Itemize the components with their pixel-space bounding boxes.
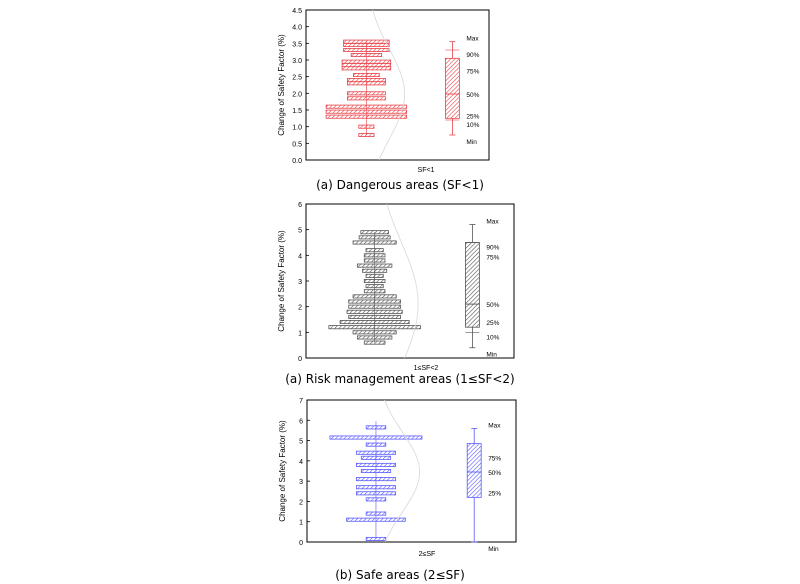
y-tick-label: 6: [299, 418, 303, 425]
y-tick-label: 3.5: [292, 41, 302, 48]
x-axis-label: 2≤SF: [419, 551, 436, 558]
box-label-p10: 10%: [466, 122, 479, 129]
y-tick-label: 3: [298, 279, 302, 286]
y-tick-label: 1: [299, 520, 303, 527]
plot-frame: [305, 9, 490, 161]
y-tick-label: 0: [298, 356, 302, 363]
box-label-min: Min: [466, 139, 477, 146]
box-label-median: 50%: [466, 92, 479, 99]
y-tick-label: 2.5: [292, 75, 302, 82]
y-tick-label: 6: [298, 202, 302, 209]
y-tick-label: 3: [299, 479, 303, 486]
chart-panel-dangerous: 0.0 0.5 1.0 1.5 2.0 2.5 3.0 3.5 4.0 4.5 Change of …: [0, 0, 800, 200]
y-tick-label: 4.5: [292, 8, 302, 15]
y-tick-label: 5: [298, 228, 302, 235]
y-tick-label: 0: [299, 540, 303, 547]
x-axis-label: 1≤SF<2: [414, 365, 439, 372]
x-axis-label: SF<1: [418, 167, 435, 174]
normal-curve: [372, 9, 405, 161]
y-tick-label: 7: [299, 398, 303, 405]
y-tick-label: 2: [298, 305, 302, 312]
chart-panel-safe: 0 1 2 3 4 5 6 7 Change of Safety Factor (%) 2≤SF M…: [0, 392, 800, 584]
caption-dangerous: (a) Dangerous areas (SF<1): [316, 178, 484, 192]
box-label-max: Max: [488, 422, 501, 429]
y-tick-label: 4: [299, 459, 303, 466]
caption-safe: (b) Safe areas (2≤SF): [335, 568, 465, 582]
box-label-max: Max: [466, 36, 479, 43]
y-tick-label: 3.0: [292, 58, 302, 65]
box-label-p25: 25%: [488, 490, 501, 497]
y-axis-label: Change of Safety Factor (%): [277, 230, 286, 332]
y-tick-label: 1.0: [292, 125, 302, 132]
box-iqr: [466, 443, 482, 498]
box-label-p25: 25%: [486, 320, 499, 327]
box-label-p75: 75%: [488, 456, 501, 463]
y-tick-label: 2: [299, 499, 303, 506]
box-label-p75: 75%: [486, 255, 499, 262]
y-axis-label: Change of Safety Factor (%): [277, 34, 286, 136]
y-axis-label: Change of Safety Factor (%): [278, 420, 287, 522]
y-tick-label: 2.0: [292, 91, 302, 98]
y-tick-label: 1: [298, 330, 302, 337]
y-tick-label: 0.5: [292, 141, 302, 148]
plot-frame: [305, 203, 515, 359]
box-label-max: Max: [486, 219, 499, 226]
chart-safe: 0 1 2 3 4 5 6 7 Change of Safety Factor (%) 2≤SF M…: [278, 398, 517, 558]
y-tick-label: 5: [299, 439, 303, 446]
caption-risk: (a) Risk management areas (1≤SF<2): [285, 372, 515, 386]
chart-risk: 0 1 2 3 4 5 6 Change of Safety Factor (%) 1≤SF<2…: [277, 202, 515, 372]
box-label-p25: 25%: [466, 113, 479, 120]
chart-panel-risk: 0 1 2 3 4 5 6 Change of Safety Factor (%) 1≤SF<2…: [0, 196, 800, 392]
box-label-p90: 90%: [486, 245, 499, 252]
box-iqr: [444, 57, 460, 119]
y-tick-label: 4: [298, 253, 302, 260]
box-label-p10: 10%: [486, 334, 499, 341]
plot-frame: [306, 399, 517, 543]
box-label-min: Min: [488, 546, 499, 553]
box-iqr: [464, 242, 480, 328]
normal-curve: [386, 203, 419, 359]
box-label-median: 50%: [486, 302, 499, 309]
y-tick-label: 1.5: [292, 108, 302, 115]
y-tick-label: 0.0: [292, 158, 302, 165]
box-label-p75: 75%: [466, 68, 479, 75]
y-tick-label: 4.0: [292, 25, 302, 32]
box-label-min: Min: [486, 352, 497, 359]
box-label-p90: 90%: [466, 52, 479, 59]
chart-dangerous: 0.0 0.5 1.0 1.5 2.0 2.5 3.0 3.5 4.0 4.5 Change of …: [277, 8, 490, 174]
normal-curve: [384, 399, 420, 543]
box-label-median: 50%: [488, 470, 501, 477]
